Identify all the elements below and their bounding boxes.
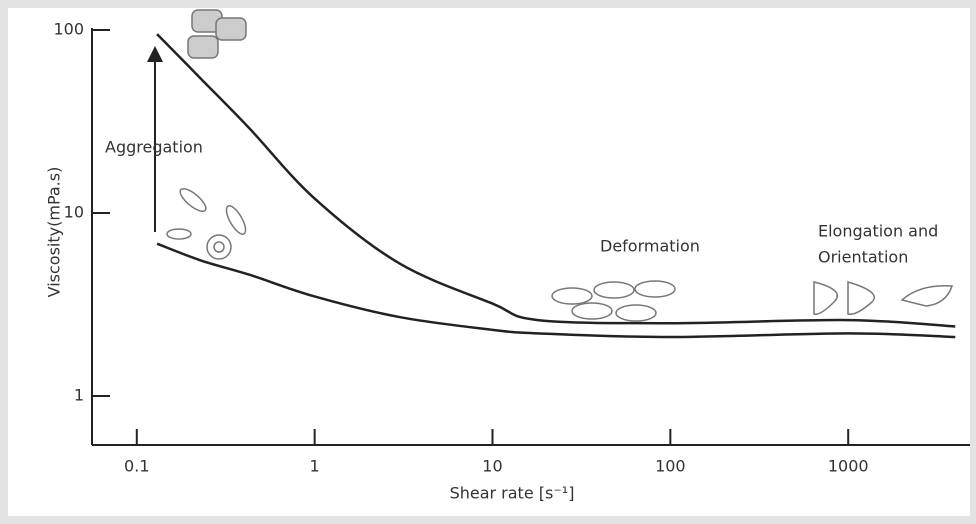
- cell-icons: [166, 9, 954, 322]
- annotation: Orientation: [818, 248, 908, 267]
- annotation: Elongation and: [818, 222, 938, 241]
- y-tick-label: 100: [53, 20, 84, 39]
- x-tick-label: 100: [655, 457, 686, 476]
- y-axis-label: Viscosity(mPa.s): [45, 167, 64, 298]
- curve: [156, 33, 956, 328]
- annotation: Deformation: [600, 237, 700, 256]
- x-tick-label: 10: [482, 457, 502, 476]
- x-tick-label: 1000: [828, 457, 869, 476]
- x-tick-label: 0.1: [124, 457, 149, 476]
- annotation: Aggregation: [105, 138, 203, 157]
- x-tick-label: 1: [310, 457, 320, 476]
- y-tick-label: 10: [64, 203, 84, 222]
- x-axis-label: Shear rate [s⁻¹]: [450, 484, 575, 503]
- curve: [156, 242, 956, 339]
- y-tick-label: 1: [74, 386, 84, 405]
